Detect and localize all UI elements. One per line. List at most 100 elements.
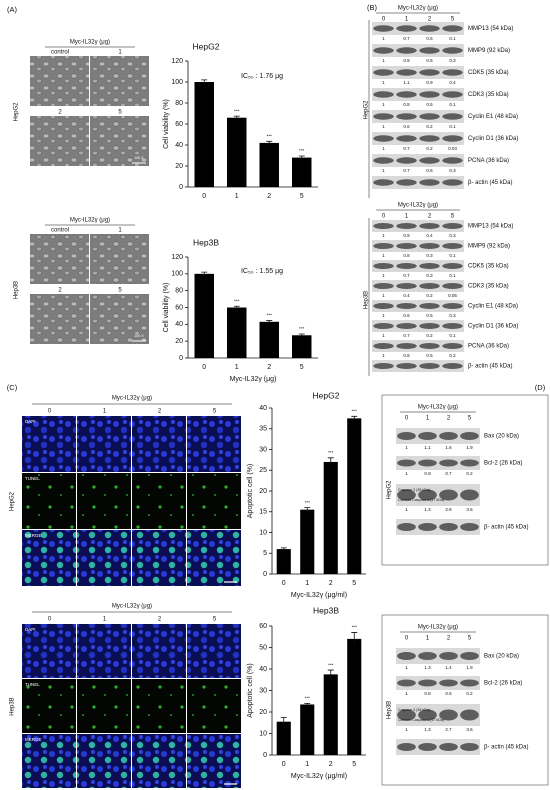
y-tick-label: 40	[259, 405, 267, 412]
fluorescence-image	[77, 530, 131, 586]
blot-band	[373, 69, 394, 76]
blot-band	[397, 489, 416, 501]
y-tick-label: 15	[259, 509, 267, 516]
fluorescence-image	[132, 473, 186, 529]
band-label: PCNA (36 kDa)	[468, 158, 509, 164]
blot-band	[396, 303, 417, 309]
blot-band	[418, 679, 437, 687]
band-ratio: 0.3	[449, 58, 456, 63]
band-ratio: 1	[382, 313, 385, 318]
blot-band	[373, 243, 394, 249]
blot-band	[442, 303, 463, 309]
error-bar	[233, 115, 240, 120]
band-label: β- actin (45 kDa)	[468, 180, 512, 186]
band-ratio: 0.8	[403, 253, 410, 258]
band-label: Cyclin D1 (36 kDa)	[468, 136, 518, 142]
blot-band	[419, 47, 440, 54]
blot-band	[419, 343, 440, 349]
band-ratio: 0.5	[426, 353, 433, 358]
band-ratio: 2.8	[445, 507, 452, 512]
blot-band	[442, 91, 463, 98]
x-tick-label: 2	[329, 580, 333, 587]
error-bar	[233, 305, 240, 309]
band-ratio: 1	[382, 293, 385, 298]
fluorescence-image	[22, 473, 76, 529]
blot-band	[442, 363, 463, 369]
fluorescence-image	[77, 679, 131, 733]
band-label: MMP13 (54 kDa)	[468, 26, 513, 32]
cell-line-label: HepG2	[10, 491, 16, 511]
lane-label: 5	[451, 214, 455, 220]
blot-strip	[372, 66, 464, 79]
band-ratio: 0.5	[445, 691, 452, 696]
blot-band	[397, 459, 416, 467]
blot-strip	[396, 519, 480, 535]
blot-strip	[372, 340, 464, 352]
lane-label: 1	[426, 636, 430, 642]
blot-band	[396, 263, 417, 269]
y-tick-label: 0	[263, 571, 267, 578]
band-label: Bax (20 kDa)	[484, 434, 519, 440]
blot-strip	[372, 154, 464, 167]
x-axis-label: Myc-IL32γ (μg/ml)	[291, 592, 347, 599]
band-ratio: 1	[405, 691, 408, 696]
band-ratio: 0.1	[449, 102, 456, 107]
band-ratio: 0.1	[449, 124, 456, 129]
condition-label: 5	[118, 110, 122, 116]
error-bar	[201, 79, 208, 85]
fluorescence-image	[77, 473, 131, 529]
error-bar	[280, 716, 287, 726]
blot-band	[396, 343, 417, 349]
blot-band	[373, 343, 394, 349]
blot-band	[419, 323, 440, 329]
lane-label: 5	[468, 636, 472, 642]
fluorescence-image	[22, 679, 76, 733]
fluorescence-image	[187, 416, 241, 472]
band-ratio: 0.6	[403, 124, 410, 129]
band-ratio: 0.5	[426, 58, 433, 63]
y-tick-label: 25	[259, 467, 267, 474]
x-tick-label: 1	[305, 580, 309, 587]
band-ratio: 0.4	[403, 293, 410, 298]
blot-band	[460, 743, 479, 751]
blot-strip	[396, 428, 480, 444]
blot-band	[442, 263, 463, 269]
bar	[259, 321, 279, 358]
blot-strip	[372, 44, 464, 57]
y-tick-label: 0	[179, 184, 183, 191]
band-label: β- actin (45 kDa)	[484, 745, 528, 751]
error-bar	[304, 703, 311, 706]
blot-band	[419, 25, 440, 32]
blot-band	[460, 489, 479, 501]
fluorescence-image	[22, 416, 76, 472]
blot-band	[373, 91, 394, 98]
bar	[300, 509, 315, 574]
x-tick-label: 0	[282, 761, 286, 768]
blot-band	[397, 432, 416, 440]
blot-band	[397, 679, 416, 687]
cell-line-label: Hep3B	[364, 291, 370, 309]
band-ratio: 1	[405, 665, 408, 670]
band-ratio: 0.6	[403, 313, 410, 318]
blot-strip	[372, 88, 464, 101]
fluorescence-image	[187, 473, 241, 529]
band-label: β- actin (45 kDa)	[468, 364, 512, 370]
blot-band	[460, 459, 479, 467]
x-tick-label: 2	[267, 364, 271, 371]
x-axis-label: Myc-IL32γ (μg/ml)	[291, 773, 347, 780]
band-ratio: 0.3	[426, 253, 433, 258]
chart-title: HepG2	[193, 41, 220, 51]
y-tick-label: 20	[175, 338, 183, 345]
error-bar	[351, 415, 358, 421]
band-ratio: 0.1	[449, 253, 456, 258]
band-ratio: 1.3	[424, 727, 431, 732]
band-ratio: 0.2	[426, 293, 433, 298]
blot-band	[439, 652, 458, 660]
y-tick-label: 0	[263, 752, 267, 759]
band-ratio: 0.2	[466, 691, 473, 696]
blot-band	[419, 157, 440, 164]
blot-band	[442, 343, 463, 349]
band-label: Caspase 3 (35 kDa)	[398, 488, 430, 492]
band-label: CDK5 (35 kDa)	[468, 70, 509, 76]
band-ratio: 2.7	[445, 727, 452, 732]
